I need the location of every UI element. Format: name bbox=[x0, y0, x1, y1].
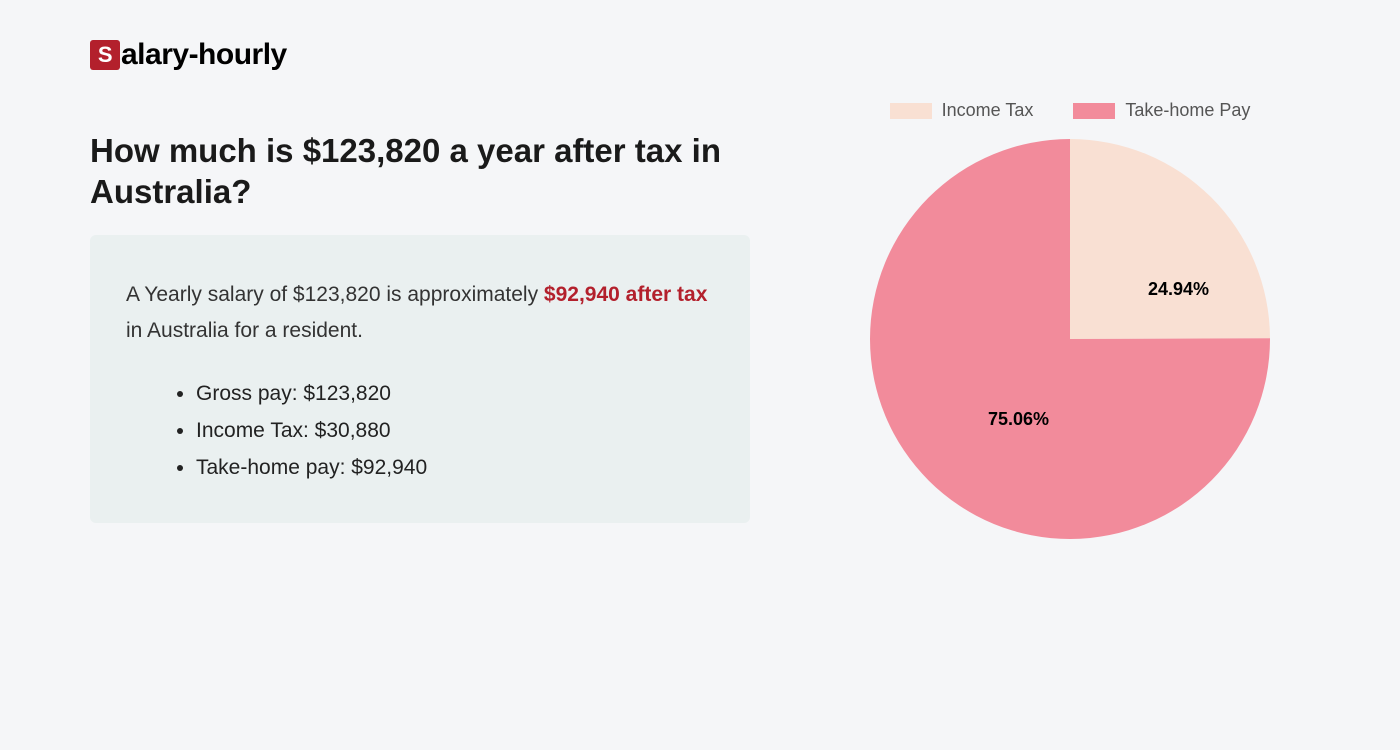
list-item: Take-home pay: $92,940 bbox=[196, 450, 714, 487]
list-item: Gross pay: $123,820 bbox=[196, 376, 714, 413]
legend-item: Take-home Pay bbox=[1073, 100, 1250, 121]
logo-text: alary-hourly bbox=[121, 38, 287, 72]
legend-item: Income Tax bbox=[890, 100, 1034, 121]
pie-chart-area: Income Tax Take-home Pay 24.94% 75.06% bbox=[820, 100, 1320, 539]
legend-label: Take-home Pay bbox=[1125, 100, 1250, 121]
page-title: How much is $123,820 a year after tax in… bbox=[90, 130, 730, 213]
pie-chart: 24.94% 75.06% bbox=[870, 139, 1270, 539]
slice-label: 24.94% bbox=[1148, 279, 1209, 300]
brand-logo: Salary-hourly bbox=[90, 38, 287, 72]
chart-legend: Income Tax Take-home Pay bbox=[820, 100, 1320, 121]
summary-suffix: in Australia for a resident. bbox=[126, 319, 363, 342]
logo-icon: S bbox=[90, 40, 120, 70]
summary-list: Gross pay: $123,820 Income Tax: $30,880 … bbox=[126, 376, 714, 486]
pie-svg bbox=[870, 139, 1270, 539]
legend-swatch bbox=[1073, 103, 1115, 119]
summary-prefix: A Yearly salary of $123,820 is approxima… bbox=[126, 283, 544, 306]
legend-label: Income Tax bbox=[942, 100, 1034, 121]
summary-highlight: $92,940 after tax bbox=[544, 283, 707, 306]
legend-swatch bbox=[890, 103, 932, 119]
slice-label: 75.06% bbox=[988, 409, 1049, 430]
summary-box: A Yearly salary of $123,820 is approxima… bbox=[90, 235, 750, 523]
list-item: Income Tax: $30,880 bbox=[196, 413, 714, 450]
summary-text: A Yearly salary of $123,820 is approxima… bbox=[126, 277, 714, 348]
